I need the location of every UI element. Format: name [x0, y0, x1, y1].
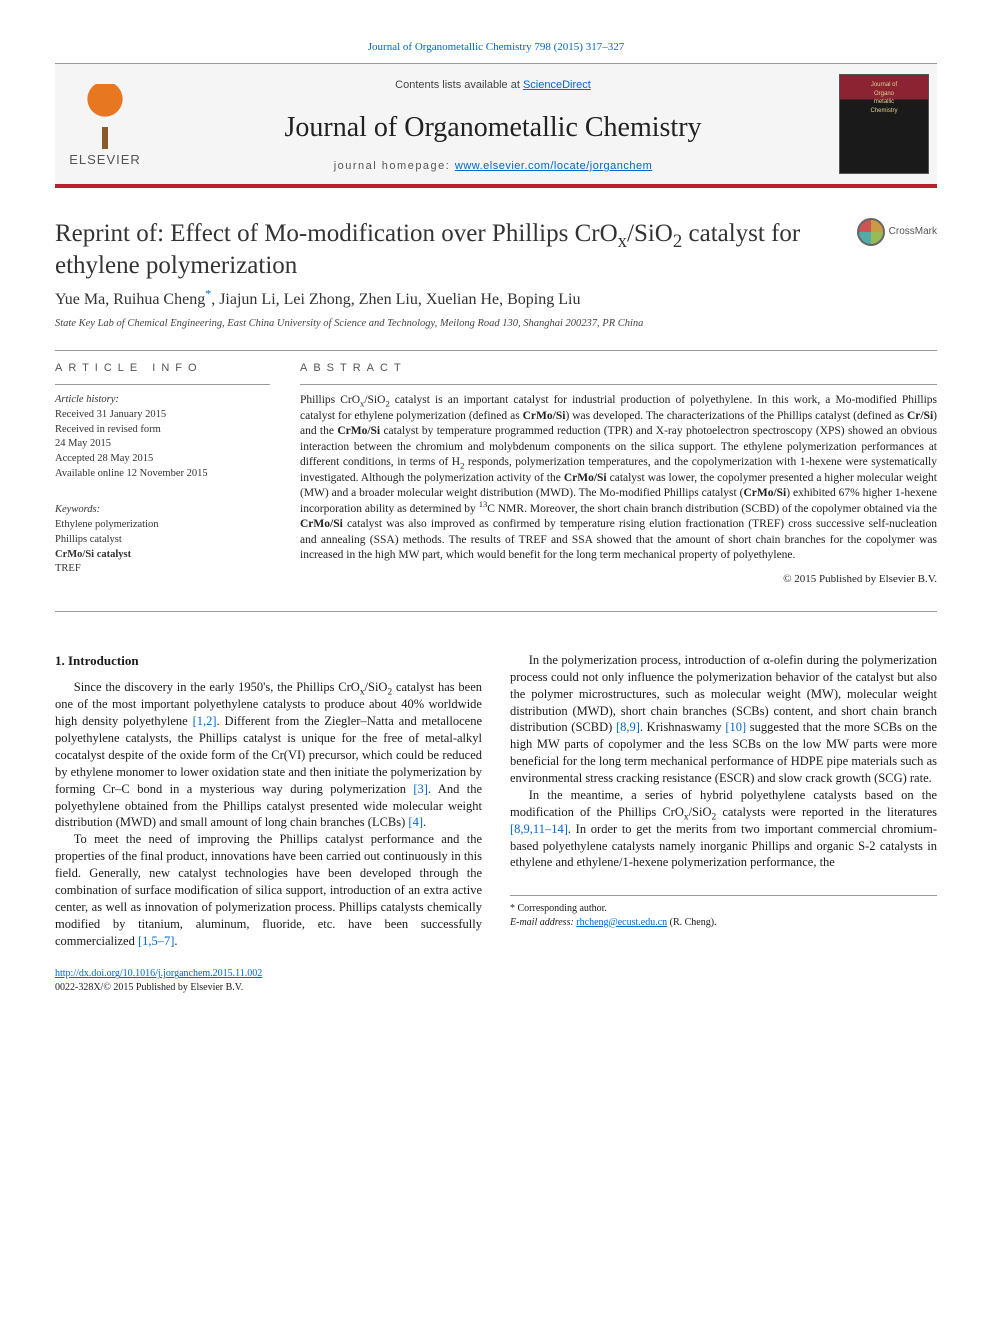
- doi-block: http://dx.doi.org/10.1016/j.jorganchem.2…: [55, 967, 937, 995]
- body-columns: 1. Introduction Since the discovery in t…: [55, 652, 937, 950]
- cover-line2: Organo: [874, 90, 894, 98]
- authors-line: Yue Ma, Ruihua Cheng*, Jiajun Li, Lei Zh…: [55, 289, 937, 311]
- body-para: Since the discovery in the early 1950's,…: [55, 679, 482, 831]
- issn-line: 0022-328X/© 2015 Published by Elsevier B…: [55, 982, 243, 993]
- elsevier-logo: ELSEVIER: [55, 64, 155, 184]
- rule-above-meta: [55, 350, 937, 351]
- body-para: In the meantime, a series of hybrid poly…: [510, 787, 937, 871]
- keyword: TREF: [55, 562, 270, 577]
- history-line: Received in revised form: [55, 423, 270, 438]
- footnotes: * Corresponding author. E-mail address: …: [510, 895, 937, 929]
- rule-below-meta: [55, 611, 937, 612]
- corresponding-author-note: * Corresponding author.: [510, 902, 937, 916]
- crossmark-badge[interactable]: CrossMark: [857, 218, 937, 246]
- paper-title: Reprint of: Effect of Mo-modification ov…: [55, 218, 847, 281]
- publisher-name: ELSEVIER: [69, 151, 141, 169]
- body-para: In the polymerization process, introduct…: [510, 652, 937, 787]
- top-citation: Journal of Organometallic Chemistry 798 …: [55, 40, 937, 55]
- contents-line: Contents lists available at ScienceDirec…: [395, 78, 591, 93]
- journal-name: Journal of Organometallic Chemistry: [284, 108, 701, 147]
- contents-prefix: Contents lists available at: [395, 79, 523, 91]
- header-center: Contents lists available at ScienceDirec…: [155, 64, 831, 184]
- history-line: 24 May 2015: [55, 437, 270, 452]
- email-line: E-mail address: rhcheng@ecust.edu.cn (R.…: [510, 916, 937, 930]
- history-line: Accepted 28 May 2015: [55, 452, 270, 467]
- email-link[interactable]: rhcheng@ecust.edu.cn: [576, 917, 667, 928]
- history-line: Available online 12 November 2015: [55, 467, 270, 482]
- affiliation: State Key Lab of Chemical Engineering, E…: [55, 317, 937, 332]
- article-info-heading: ARTICLE INFO: [55, 361, 270, 376]
- homepage-link[interactable]: www.elsevier.com/locate/jorganchem: [455, 160, 652, 172]
- homepage-line: journal homepage: www.elsevier.com/locat…: [334, 159, 653, 174]
- journal-cover-thumb: Journal of Organo metallic Chemistry: [839, 74, 929, 174]
- cover-line4: Chemistry: [870, 107, 897, 115]
- sciencedirect-link[interactable]: ScienceDirect: [523, 79, 591, 91]
- history-label: Article history:: [55, 393, 270, 408]
- crossmark-icon: [857, 218, 885, 246]
- article-history: Article history: Received 31 January 201…: [55, 384, 270, 481]
- abstract-copyright: © 2015 Published by Elsevier B.V.: [300, 572, 937, 587]
- keywords-label: Keywords:: [55, 503, 270, 518]
- section-1-heading: 1. Introduction: [55, 652, 482, 670]
- crossmark-label: CrossMark: [889, 225, 937, 239]
- cover-line3: metallic: [874, 98, 894, 106]
- email-who: (R. Cheng).: [667, 917, 716, 928]
- elsevier-tree-icon: [70, 79, 140, 149]
- body-para: To meet the need of improving the Philli…: [55, 831, 482, 949]
- article-info-block: ARTICLE INFO Article history: Received 3…: [55, 361, 270, 591]
- abstract-heading: ABSTRACT: [300, 361, 937, 376]
- keyword: Phillips catalyst: [55, 533, 270, 548]
- abstract-body: Phillips CrOx/SiO2 catalyst is an import…: [300, 384, 937, 564]
- keyword: Ethylene polymerization: [55, 518, 270, 533]
- history-line: Received 31 January 2015: [55, 408, 270, 423]
- email-label: E-mail address:: [510, 917, 576, 928]
- keywords-block: Keywords: Ethylene polymerization Philli…: [55, 495, 270, 576]
- cover-line1: Journal of: [871, 81, 897, 89]
- homepage-prefix: journal homepage:: [334, 160, 455, 172]
- doi-link[interactable]: http://dx.doi.org/10.1016/j.jorganchem.2…: [55, 968, 262, 979]
- abstract-block: ABSTRACT Phillips CrOx/SiO2 catalyst is …: [300, 361, 937, 591]
- journal-header-band: ELSEVIER Contents lists available at Sci…: [55, 63, 937, 188]
- keyword: CrMo/Si catalyst: [55, 548, 270, 563]
